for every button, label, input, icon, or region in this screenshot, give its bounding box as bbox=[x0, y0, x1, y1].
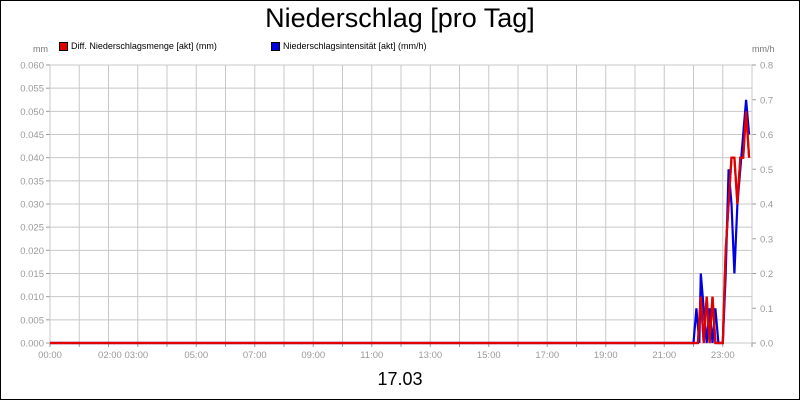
legend-swatch-blue bbox=[271, 41, 280, 51]
legend-label-menge: Diff. Niederschlagsmenge [akt] (mm) bbox=[71, 41, 217, 51]
y-left-tick-label: 0.055 bbox=[20, 84, 44, 95]
x-tick-label: 15:00 bbox=[477, 350, 501, 361]
x-tick-label: 19:00 bbox=[594, 350, 618, 361]
y-left-tick-label: 0.005 bbox=[20, 315, 44, 326]
x-tick-label: 00:00 bbox=[38, 350, 62, 361]
y-left-tick-label: 0.020 bbox=[20, 246, 44, 257]
x-tick-label: 07:00 bbox=[243, 350, 267, 361]
y-right-tick-label: 0.8 bbox=[760, 61, 773, 72]
chart-title: Niederschlag [pro Tag] bbox=[265, 3, 535, 33]
y-right-unit: mm/h bbox=[752, 44, 775, 54]
y-left-tick-label: 0.035 bbox=[20, 176, 44, 187]
x-tick-label: 23:00 bbox=[711, 350, 735, 361]
y-left-tick-label: 0.060 bbox=[20, 61, 44, 72]
y-left-tick-label: 0.040 bbox=[20, 153, 44, 164]
series-line-menge-top bbox=[50, 111, 751, 345]
y-left-tick-label: 0.045 bbox=[20, 130, 44, 141]
y-left-tick-label: 0.030 bbox=[20, 200, 44, 211]
x-tick-label: 17:00 bbox=[535, 350, 559, 361]
y-right-tick-label: 0.6 bbox=[760, 130, 773, 141]
legend-item-intensitaet: Niederschlagsintensität [akt] (mm/h) bbox=[271, 41, 427, 51]
y-left-tick-label: 0.025 bbox=[20, 223, 44, 234]
date-label: 17.03 bbox=[377, 369, 423, 389]
legend-label-intensitaet: Niederschlagsintensität [akt] (mm/h) bbox=[283, 41, 427, 51]
y-left-tick-label: 0.050 bbox=[20, 107, 44, 118]
x-tick-label: 02:00 03:00 bbox=[98, 350, 148, 361]
y-right-tick-label: 0.3 bbox=[760, 234, 773, 245]
x-tick-label: 05:00 bbox=[184, 350, 208, 361]
y-right-tick-label: 0.1 bbox=[760, 304, 773, 315]
x-tick-label: 09:00 bbox=[301, 350, 325, 361]
x-tick-label: 21:00 bbox=[652, 350, 676, 361]
y-left-unit: mm bbox=[33, 44, 48, 54]
y-left-tick-label: 0.010 bbox=[20, 292, 44, 303]
x-tick-label: 11:00 bbox=[360, 350, 383, 361]
y-right-tick-label: 0.0 bbox=[760, 339, 773, 350]
y-left-tick-label: 0.000 bbox=[20, 339, 44, 350]
y-right-tick-label: 0.2 bbox=[760, 269, 773, 280]
x-tick-label: 13:00 bbox=[418, 350, 442, 361]
y-left-tick-label: 0.015 bbox=[20, 269, 44, 280]
legend-item-menge: Diff. Niederschlagsmenge [akt] (mm) bbox=[59, 41, 217, 51]
y-right-tick-label: 0.5 bbox=[760, 165, 773, 176]
y-right-tick-label: 0.4 bbox=[760, 200, 773, 211]
legend-swatch-red bbox=[59, 41, 68, 51]
y-right-tick-label: 0.7 bbox=[760, 95, 773, 106]
